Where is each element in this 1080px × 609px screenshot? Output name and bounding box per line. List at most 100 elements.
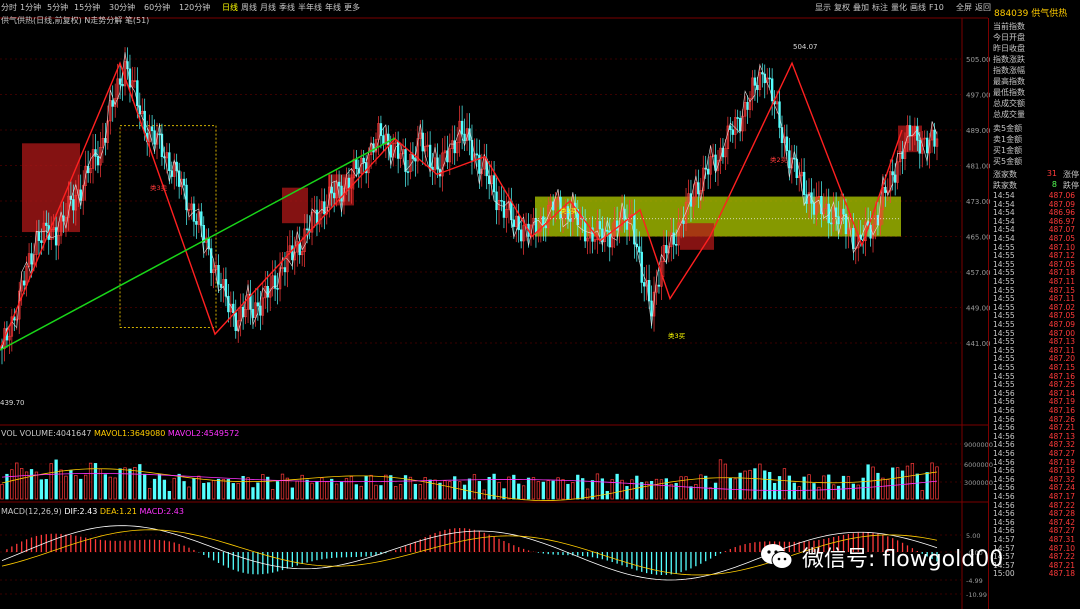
candle-body xyxy=(57,234,60,246)
toolbar-button-8[interactable]: 返回 xyxy=(975,3,991,12)
volume-tick-label: 3000000 xyxy=(964,479,993,487)
candle-body xyxy=(611,235,614,248)
volume-bar xyxy=(802,476,806,500)
toolbar-button-6[interactable]: F10 xyxy=(929,3,944,12)
tick-row: 14:56 487.16 xyxy=(993,466,1075,476)
candle-body xyxy=(490,175,493,185)
toolbar-button-2[interactable]: 叠加 xyxy=(853,3,869,12)
toolbar-button-5[interactable]: 画线 xyxy=(910,3,926,12)
period-tab-13[interactable]: 更多 xyxy=(344,3,360,12)
candle-body xyxy=(296,241,299,253)
volume-bar xyxy=(34,471,39,500)
volume-bar xyxy=(551,480,555,500)
candle-body xyxy=(534,217,538,234)
candle-body xyxy=(72,199,75,211)
candle-body xyxy=(507,200,511,210)
volume-bar xyxy=(777,476,782,500)
candle-body xyxy=(674,244,678,246)
volume-bar xyxy=(5,473,9,500)
tick-row: 14:54 486.96 xyxy=(993,208,1075,218)
period-tab-1[interactable]: 1分钟 xyxy=(20,3,42,12)
volume-bar xyxy=(458,481,462,500)
volume-bar xyxy=(856,484,860,500)
price-tick-label: 489.00 xyxy=(966,127,991,135)
candle-body xyxy=(716,160,720,171)
period-tab-9[interactable]: 月线 xyxy=(260,3,276,12)
period-tab-2[interactable]: 5分钟 xyxy=(47,3,69,12)
candle-body xyxy=(682,220,685,224)
candle-body xyxy=(374,139,378,153)
period-tab-0[interactable]: 分时 xyxy=(1,3,17,12)
toolbar-button-7[interactable]: 全屏 xyxy=(956,3,972,12)
price-tick-label: 441.00 xyxy=(966,340,991,348)
volume-bar xyxy=(571,482,575,500)
pivot-box xyxy=(119,125,217,328)
candle-body xyxy=(785,136,789,152)
candle-body xyxy=(305,228,309,231)
candle-body xyxy=(163,156,166,159)
volume-bar xyxy=(718,459,723,500)
period-tab-11[interactable]: 半年线 xyxy=(298,3,322,12)
candle-body xyxy=(303,228,306,252)
volume-bar xyxy=(408,476,413,500)
tick-row: 14:56 487.28 xyxy=(993,509,1075,519)
volume-bar xyxy=(600,478,605,500)
toolbar-button-4[interactable]: 量化 xyxy=(891,3,907,12)
candle-body xyxy=(889,171,892,192)
candle-body xyxy=(532,217,535,226)
period-tab-3[interactable]: 15分钟 xyxy=(74,3,101,12)
volume-bar xyxy=(147,488,152,500)
tick-row: 14:55 487.15 xyxy=(993,363,1075,372)
volume-bar xyxy=(526,477,531,500)
volume-bar xyxy=(507,476,511,500)
candle-body xyxy=(859,234,862,241)
period-tab-10[interactable]: 季线 xyxy=(279,3,295,12)
tick-row: 14:56 487.32 xyxy=(993,474,1075,484)
volume-bar xyxy=(108,476,112,500)
period-tab-12[interactable]: 年线 xyxy=(325,3,341,12)
low-label: 439.70 xyxy=(0,399,25,407)
period-tab-8[interactable]: 周线 xyxy=(241,3,257,12)
candle-body xyxy=(332,192,336,199)
toolbar-button-1[interactable]: 复权 xyxy=(834,3,850,12)
period-tab-6[interactable]: 120分钟 xyxy=(179,3,211,12)
candle-body xyxy=(665,245,668,254)
volume-bar xyxy=(325,481,329,500)
candle-body xyxy=(734,117,737,135)
security-code: 884039 xyxy=(994,9,1029,19)
candle-body xyxy=(591,227,594,242)
candle-body xyxy=(586,237,589,242)
toolbar-button-0[interactable]: 显示 xyxy=(815,3,831,12)
candle-body xyxy=(313,209,316,213)
volume-bar xyxy=(581,478,585,500)
candle-body xyxy=(647,280,651,302)
candle-body xyxy=(121,83,124,87)
period-tab-5[interactable]: 60分钟 xyxy=(144,3,171,12)
panel-order-3: 买5金额 xyxy=(993,157,1023,166)
candle-body xyxy=(569,218,572,222)
candle-body xyxy=(842,208,845,215)
toolbar-button-3[interactable]: 标注 xyxy=(872,3,888,12)
candle-body xyxy=(788,150,791,169)
volume-bar xyxy=(881,477,885,500)
volume-bar xyxy=(167,490,171,500)
candle-body xyxy=(542,216,545,226)
period-tab-4[interactable]: 30分钟 xyxy=(109,3,136,12)
candle-body xyxy=(377,123,380,140)
tick-row: 14:55 487.11 xyxy=(993,345,1075,355)
candle-body xyxy=(244,309,247,318)
candle-body xyxy=(933,129,936,147)
candle-body xyxy=(620,208,624,227)
candle-body xyxy=(436,157,439,170)
period-toolbar: 分时 1分钟 5分钟 15分钟 30分钟 60分钟 120分钟 日线 周线 月线 季线 半年线 年线 更多… xyxy=(0,0,1080,14)
security-name: 供气供热 xyxy=(1031,9,1068,19)
candle-body xyxy=(251,309,255,318)
red-pivot-box xyxy=(282,187,308,224)
candle-body xyxy=(652,291,656,317)
volume-bar xyxy=(197,475,201,500)
candle-body xyxy=(62,215,65,222)
period-tab-7[interactable]: 日线 xyxy=(222,3,238,12)
candle-body xyxy=(908,125,912,137)
candle-body xyxy=(475,153,479,156)
